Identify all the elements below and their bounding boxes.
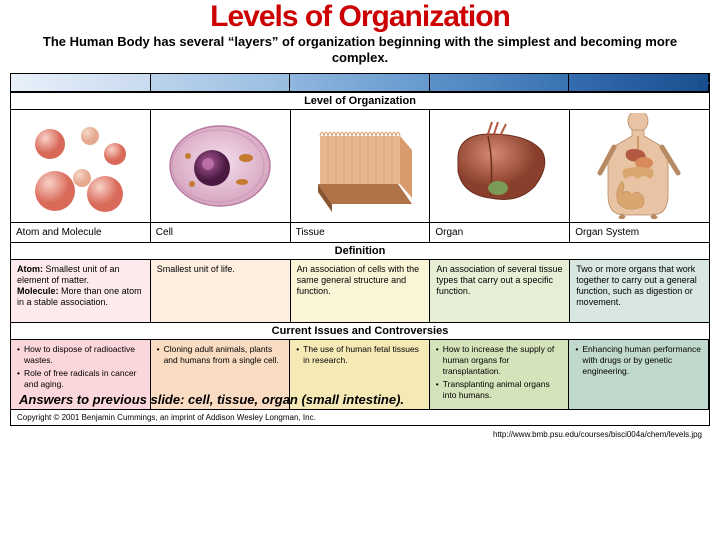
gradient-arrow xyxy=(11,74,709,92)
illustration-row xyxy=(11,110,709,222)
source-url: http://www.bmb.psu.edu/courses/bisci004a… xyxy=(0,430,720,439)
issue-bullet: Enhancing human performance with drugs o… xyxy=(575,344,702,377)
arrow-head-icon xyxy=(698,74,710,92)
level-label: Atom and Molecule xyxy=(11,223,151,242)
issue-cell: Enhancing human performance with drugs o… xyxy=(569,340,709,409)
issue-bullet: Cloning adult animals, plants and humans… xyxy=(157,344,284,366)
illus-organ-system xyxy=(570,110,709,222)
definition-row: Atom: Smallest unit of an element of mat… xyxy=(11,260,709,322)
def-cell: Atom: Smallest unit of an element of mat… xyxy=(11,260,151,322)
gradient-seg xyxy=(430,74,570,91)
header-definition: Definition xyxy=(11,242,709,260)
issue-bullet: Role of free radicals in cancer and agin… xyxy=(17,368,144,390)
issue-bullet: Transplanting animal organs into humans. xyxy=(436,379,563,401)
issue-bullet: The use of human fetal tissues in resear… xyxy=(296,344,423,366)
header-level: Level of Organization xyxy=(11,92,709,110)
gradient-seg xyxy=(290,74,430,91)
illus-cell xyxy=(151,110,291,222)
illus-atom xyxy=(11,110,151,222)
gradient-seg xyxy=(151,74,291,91)
illus-tissue xyxy=(291,110,431,222)
term: Molecule: xyxy=(17,286,59,296)
header-issues: Current Issues and Controversies xyxy=(11,322,709,340)
levels-figure: Level of Organization xyxy=(10,73,710,426)
label-row: Atom and Molecule Cell Tissue Organ Orga… xyxy=(11,222,709,242)
def-cell: Smallest unit of life. xyxy=(151,260,291,322)
issue-bullet: How to increase the supply of human orga… xyxy=(436,344,563,377)
copyright-text: Copyright © 2001 Benjamin Cummings, an i… xyxy=(11,409,709,425)
def-cell: Two or more organs that work together to… xyxy=(570,260,709,322)
subtitle: The Human Body has several “layers” of o… xyxy=(40,34,680,67)
def-cell: An association of cells with the same ge… xyxy=(291,260,431,322)
level-label: Tissue xyxy=(291,223,431,242)
term: Atom: xyxy=(17,264,43,274)
gradient-seg xyxy=(569,74,709,91)
page-title: Levels of Organization xyxy=(0,0,720,34)
issues-row: How to dispose of radioactive wastes. Ro… xyxy=(11,340,709,409)
def-cell: An association of several tissue types t… xyxy=(430,260,570,322)
level-label: Cell xyxy=(151,223,291,242)
level-label: Organ xyxy=(430,223,570,242)
level-label: Organ System xyxy=(570,223,709,242)
gradient-seg xyxy=(11,74,151,91)
issue-bullet: How to dispose of radioactive wastes. xyxy=(17,344,144,366)
illus-organ xyxy=(430,110,570,222)
issue-cell: How to increase the supply of human orga… xyxy=(430,340,570,409)
answers-text: Answers to previous slide: cell, tissue,… xyxy=(19,392,404,407)
